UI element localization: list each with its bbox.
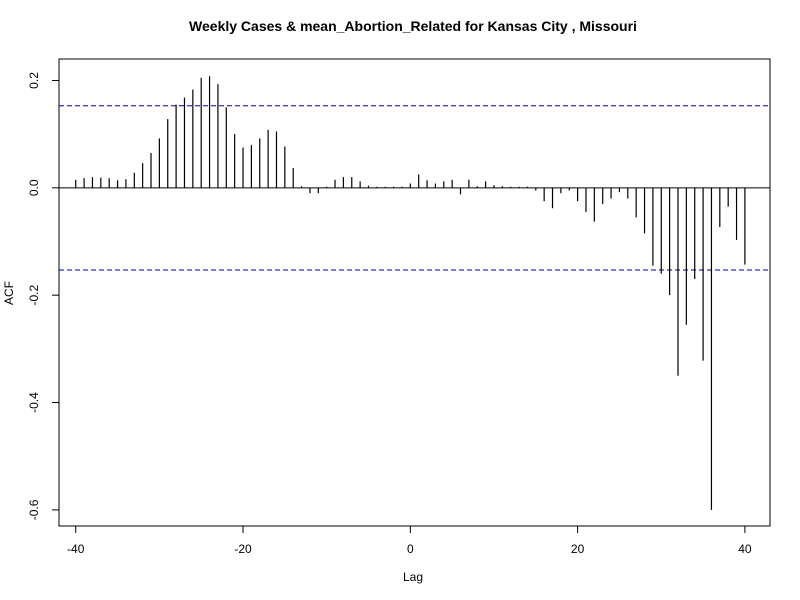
x-axis-label: Lag xyxy=(403,570,423,584)
x-tick-label: 40 xyxy=(738,542,752,556)
x-tick-label: 0 xyxy=(407,542,414,556)
chart-title: Weekly Cases & mean_Abortion_Related for… xyxy=(189,18,637,34)
plot-frame xyxy=(58,58,771,527)
y-axis-label: ACF xyxy=(2,281,16,305)
confidence-bounds xyxy=(59,105,770,271)
x-axis: -40 -20 0 20 40 xyxy=(67,525,752,556)
x-tick-label: -40 xyxy=(67,542,85,556)
y-tick-label: -0.4 xyxy=(27,392,41,413)
y-axis: -0.6 -0.4 -0.2 0.0 0.2 xyxy=(27,72,60,520)
acf-bars xyxy=(75,76,746,510)
y-tick-label: 0.0 xyxy=(27,179,41,196)
x-tick-label: 20 xyxy=(571,542,585,556)
y-tick-label: -0.6 xyxy=(27,499,41,520)
y-tick-label: -0.2 xyxy=(27,285,41,306)
y-tick-label: 0.2 xyxy=(27,72,41,89)
x-tick-label: -20 xyxy=(234,542,252,556)
